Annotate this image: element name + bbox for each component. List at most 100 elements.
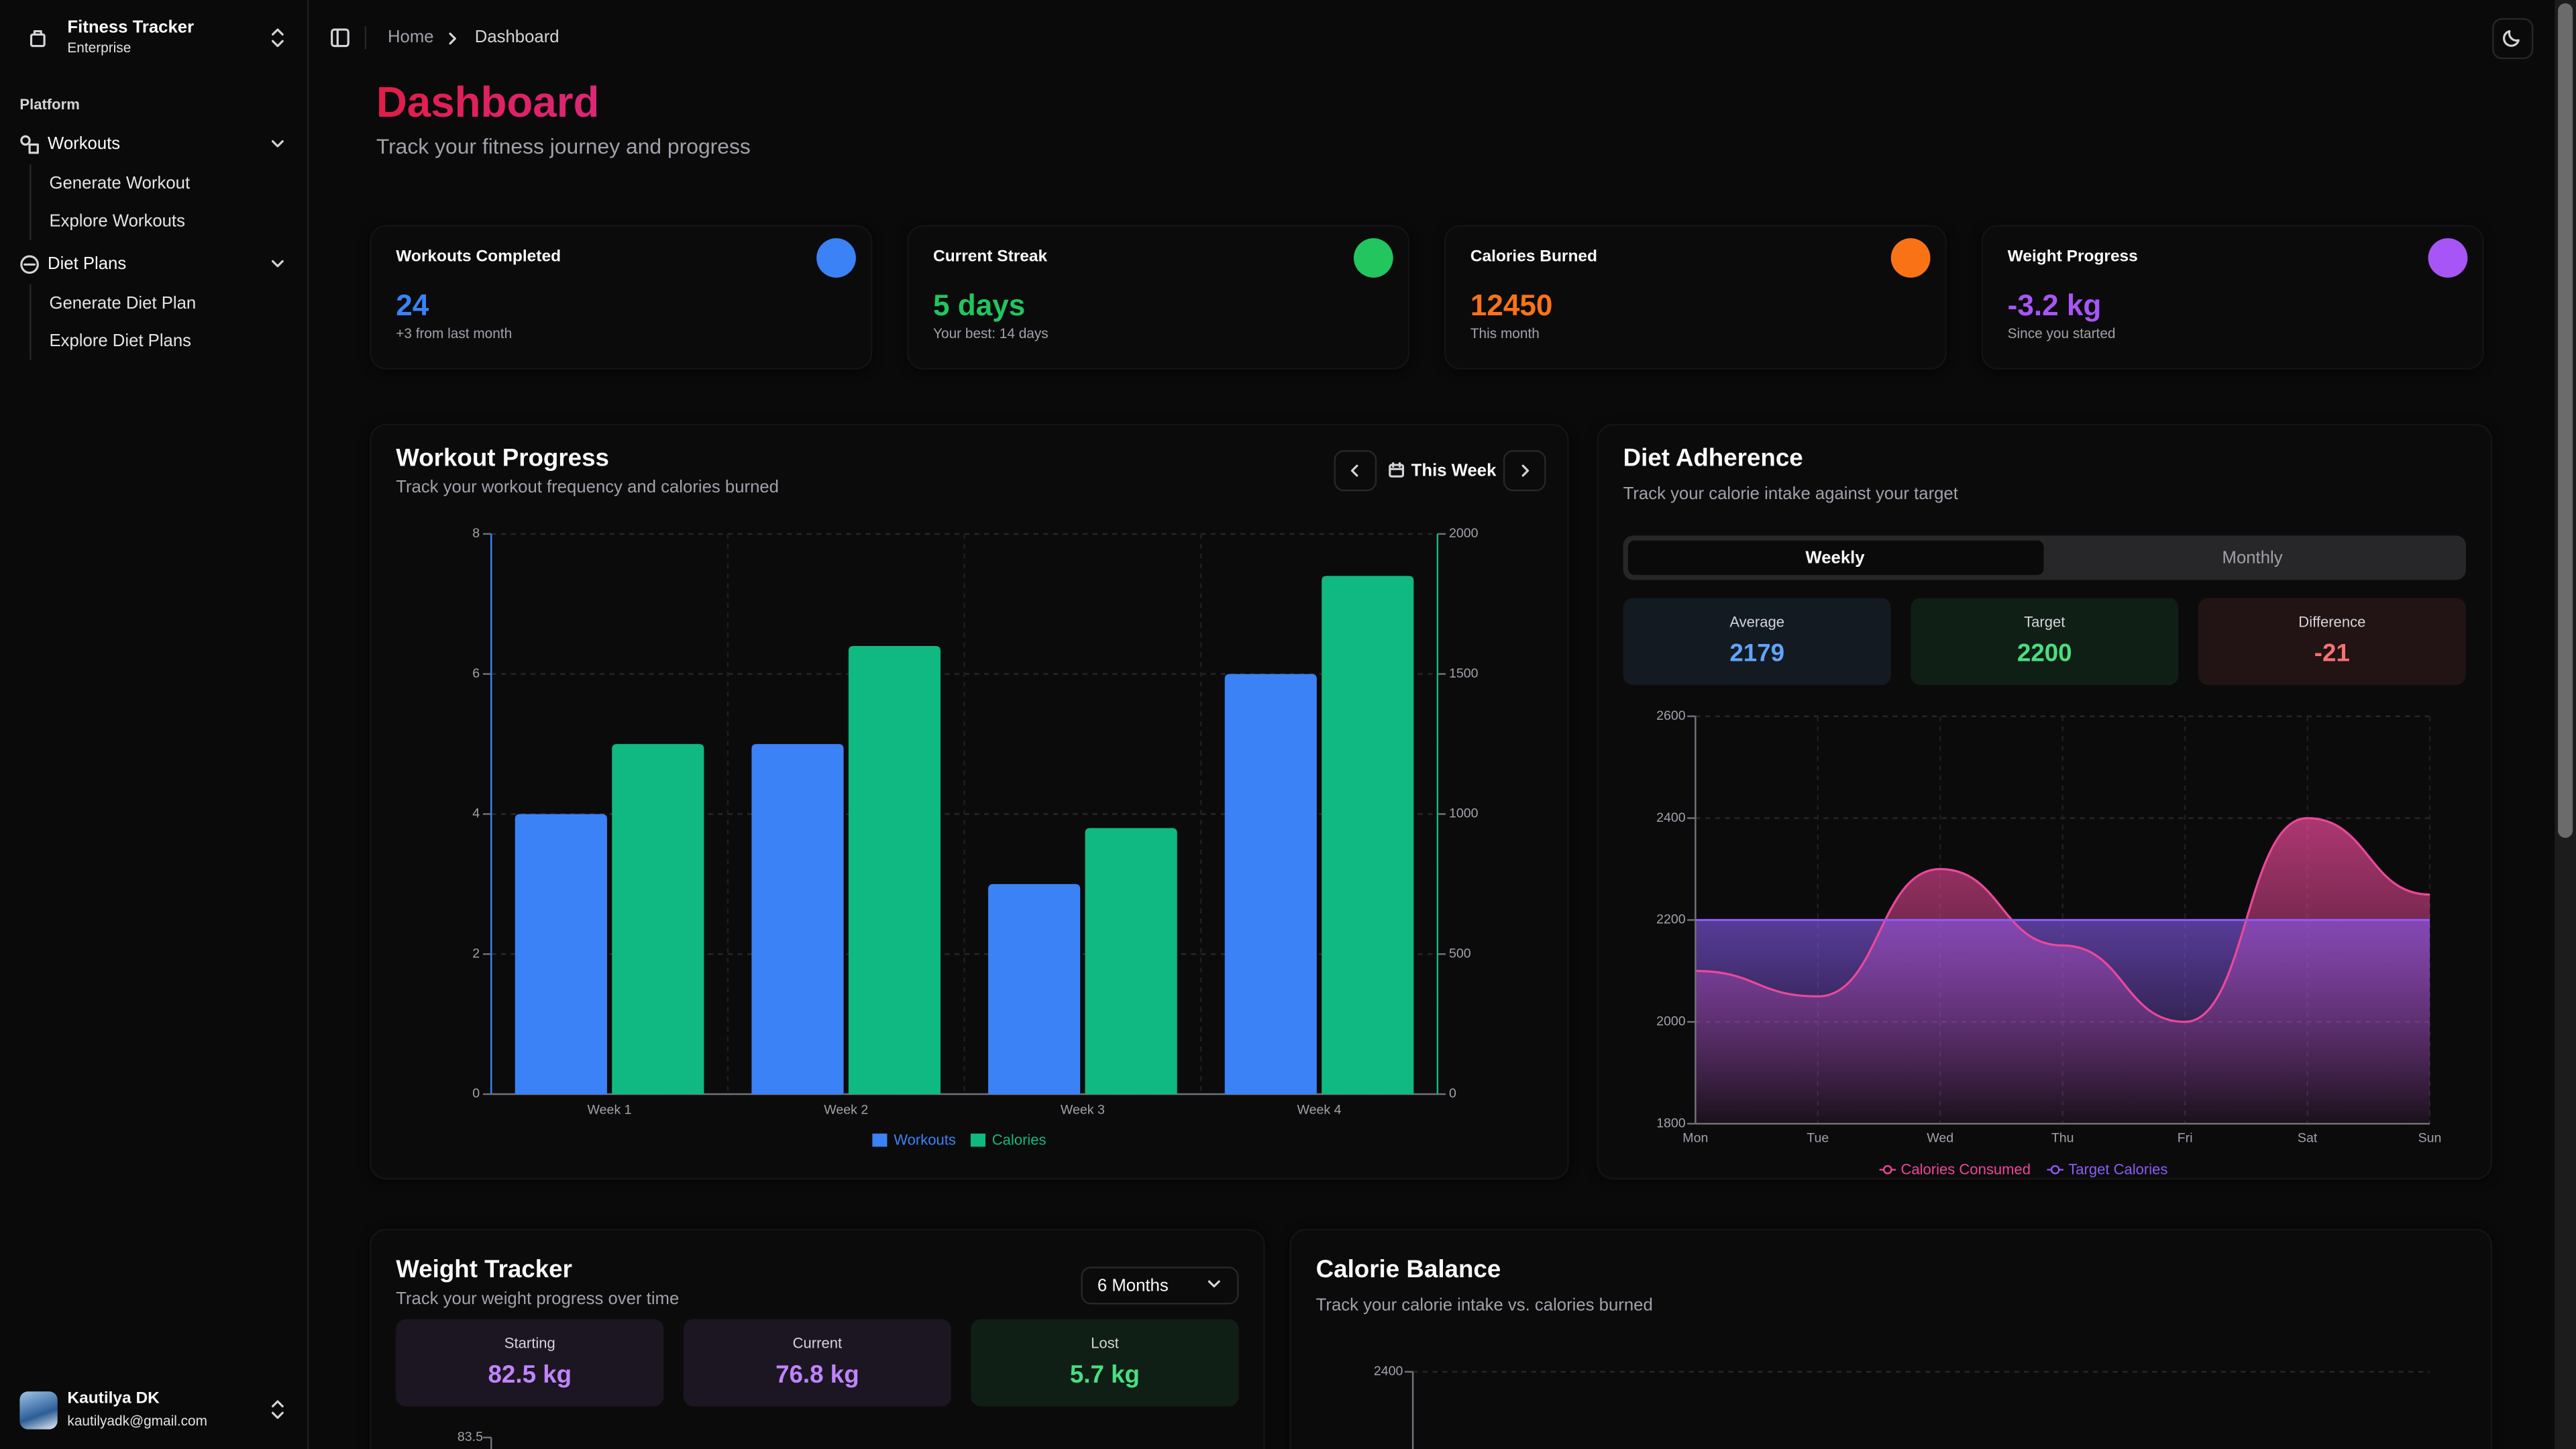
stat-note: Since you started <box>2007 325 2116 341</box>
summary-value: 76.8 kg <box>775 1360 859 1389</box>
x-tick-label: Thu <box>2051 1130 2074 1145</box>
stat-icon <box>1353 238 1393 278</box>
user-name: Kautilya DK <box>67 1389 160 1408</box>
chart-title: Calorie Balance <box>1316 1256 1501 1284</box>
y-tick-label: 2400 <box>1374 1364 1403 1379</box>
breadcrumb-current: Dashboard <box>474 28 559 48</box>
stat-label: Workouts Completed <box>396 248 561 266</box>
x-tick-label: Mon <box>1682 1130 1708 1145</box>
stat-value: -3.2 kg <box>2007 289 2102 323</box>
user-email: kautilyadk@gmail.com <box>67 1412 207 1430</box>
y-tick-label: 83.5 <box>458 1430 483 1444</box>
chart-title: Weight Tracker <box>396 1256 572 1284</box>
summary-label: Current <box>792 1334 843 1352</box>
summary-value: 82.5 kg <box>488 1360 572 1389</box>
prev-icon <box>1350 464 1358 477</box>
legend-dot <box>1883 1165 1892 1175</box>
bar <box>515 814 607 1095</box>
y2-tick-label: 2000 <box>1449 526 1479 541</box>
section-label: Platform <box>19 96 80 113</box>
chart-subtitle: Track your weight progress over time <box>396 1289 680 1309</box>
y-tick-label: 4 <box>472 806 480 821</box>
summary-value: 2200 <box>2017 639 2072 668</box>
nav-item[interactable]: Generate Diet Plan <box>49 293 197 314</box>
sidebar <box>0 0 309 1449</box>
active-tab[interactable] <box>1627 540 2044 576</box>
app-logo <box>30 30 46 48</box>
summary-label: Target <box>2024 613 2065 631</box>
nav-item[interactable]: Generate Workout <box>49 173 191 194</box>
stat-card <box>370 225 873 370</box>
y2-tick-label: 0 <box>1449 1086 1456 1101</box>
legend-label: Workouts <box>894 1132 956 1148</box>
x-tick-label: Week 3 <box>1061 1103 1105 1118</box>
sidebar-toggle[interactable] <box>330 28 350 48</box>
scroll-thumb[interactable] <box>2558 3 2573 838</box>
plan: Enterprise <box>67 39 131 56</box>
theme-toggle[interactable] <box>2492 17 2534 60</box>
summary-box <box>2198 598 2466 686</box>
stat-label: Calories Burned <box>1470 248 1598 266</box>
bar <box>1085 828 1177 1095</box>
stat-value: 12450 <box>1470 289 1553 323</box>
select-chevron <box>1208 1280 1220 1288</box>
stat-card <box>906 225 1410 370</box>
stat-label: Current Streak <box>933 248 1048 266</box>
bar <box>988 883 1081 1095</box>
divider <box>364 26 367 50</box>
chart-subtitle: Track your calorie intake vs. calories b… <box>1316 1295 1653 1316</box>
y-tick-label: 2000 <box>1656 1014 1686 1028</box>
bar <box>848 645 941 1095</box>
tab[interactable]: Monthly <box>2222 547 2283 568</box>
y-tick-label: 1800 <box>1656 1116 1686 1130</box>
breadcrumb-sep <box>449 32 456 45</box>
legend-swatch <box>872 1133 888 1147</box>
bar <box>1322 576 1414 1095</box>
stat-note: This month <box>1470 325 1540 341</box>
summary-box <box>971 1319 1239 1407</box>
switcher[interactable] <box>270 28 286 48</box>
nav-group[interactable]: Diet Plans <box>48 254 127 274</box>
y2-tick-label: 1000 <box>1449 806 1479 821</box>
legend-dot <box>2050 1165 2060 1175</box>
diet-icon <box>20 255 39 274</box>
y-tick-label: 2200 <box>1656 912 1686 927</box>
line <box>1695 817 2430 1023</box>
calendar-icon <box>1389 462 1405 478</box>
range-value[interactable]: 6 Months <box>1097 1275 1169 1295</box>
y2-tick-label: 500 <box>1449 946 1471 961</box>
chevron[interactable] <box>270 138 286 152</box>
nav-group[interactable]: Workouts <box>48 134 121 154</box>
prev-button[interactable] <box>1334 450 1377 492</box>
stat-card <box>1444 225 1947 370</box>
next-button[interactable] <box>1503 450 1546 492</box>
bar <box>751 744 844 1095</box>
area <box>1695 920 2430 1124</box>
stat-value: 24 <box>396 289 429 323</box>
summary-value: -21 <box>2314 639 2350 668</box>
summary-box <box>396 1319 664 1407</box>
app-name: Fitness Tracker <box>67 17 195 38</box>
nav-item[interactable]: Explore Diet Plans <box>49 331 192 352</box>
y2-tick-label: 1500 <box>1449 666 1479 681</box>
x-tick-label: Wed <box>1927 1130 1953 1145</box>
nav-item[interactable]: Explore Workouts <box>49 211 185 231</box>
period[interactable]: This Week <box>1411 461 1497 481</box>
tab[interactable]: Weekly <box>1805 547 1865 568</box>
breadcrumb-link[interactable]: Home <box>387 28 434 48</box>
chart-subtitle: Track your calorie intake against your t… <box>1623 484 1958 504</box>
range-select[interactable] <box>1081 1267 1239 1305</box>
summary-box <box>1911 598 2179 686</box>
legend-label: Calories <box>992 1132 1046 1148</box>
nav-line <box>30 164 32 240</box>
workouts-icon <box>20 135 39 154</box>
chart-title: Workout Progress <box>396 444 609 473</box>
summary-box <box>683 1319 951 1407</box>
chart-subtitle: Track your workout frequency and calorie… <box>396 478 779 498</box>
user-menu[interactable] <box>270 1400 286 1419</box>
x-tick-label: Week 4 <box>1297 1103 1342 1118</box>
chevron[interactable] <box>270 258 286 271</box>
